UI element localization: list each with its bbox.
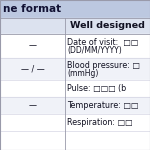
Text: Blood pressure: □: Blood pressure: □ bbox=[67, 61, 140, 70]
Text: —: — bbox=[28, 42, 36, 51]
Bar bbox=[0, 18, 150, 34]
Text: Respiration: □□: Respiration: □□ bbox=[67, 118, 132, 127]
Text: Well designed: Well designed bbox=[70, 21, 145, 30]
Text: — / —: — / — bbox=[21, 64, 44, 74]
Text: Pulse: □□□ (b: Pulse: □□□ (b bbox=[67, 84, 126, 93]
Text: Date of visit:  □□: Date of visit: □□ bbox=[67, 38, 138, 47]
Text: Temperature: □□: Temperature: □□ bbox=[67, 101, 138, 110]
Text: ne format: ne format bbox=[3, 4, 61, 14]
Bar bbox=[0, 97, 150, 114]
Bar bbox=[0, 58, 150, 80]
Text: (DD/MM/YYYY): (DD/MM/YYYY) bbox=[67, 46, 122, 55]
Text: —: — bbox=[28, 101, 36, 110]
Bar bbox=[0, 80, 150, 97]
Bar bbox=[0, 114, 150, 131]
Bar bbox=[0, 34, 150, 58]
Text: (mmHg): (mmHg) bbox=[67, 69, 98, 78]
Bar bbox=[0, 0, 150, 18]
